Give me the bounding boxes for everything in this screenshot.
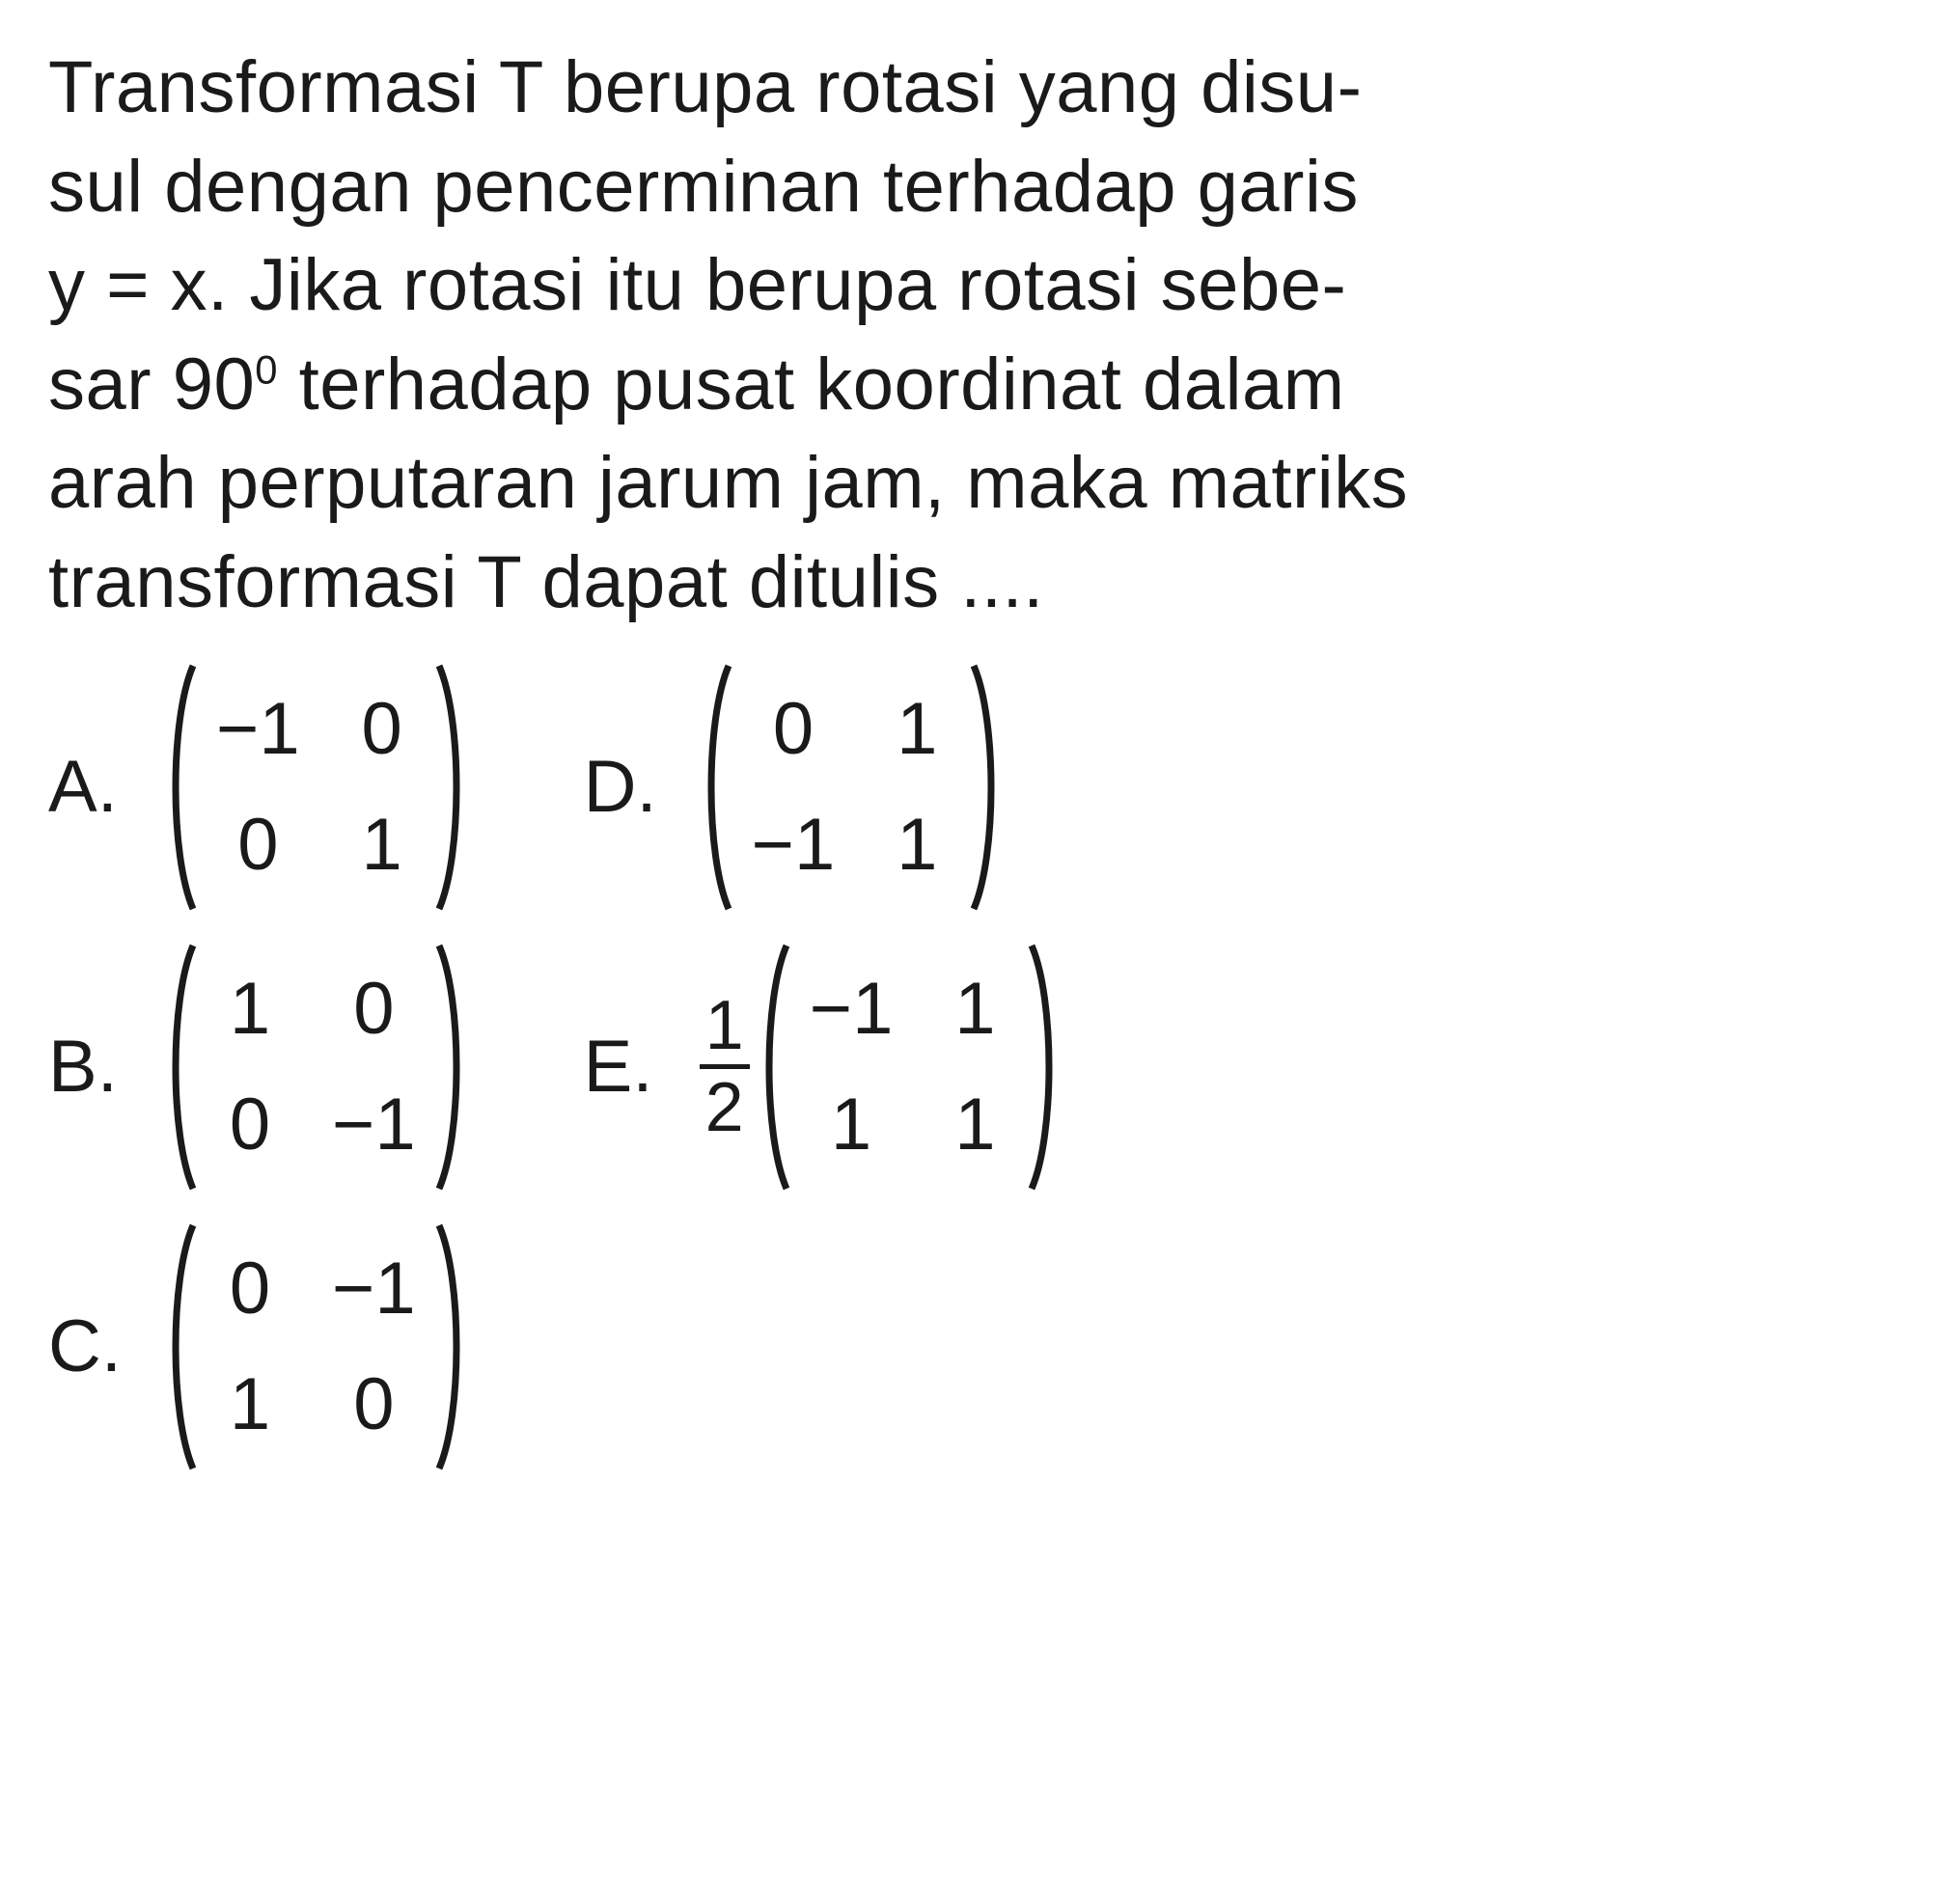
right-paren-icon	[968, 662, 1003, 913]
option-c-matrix: 0 −1 1 0	[164, 1221, 468, 1472]
options-right-column: D. 0 1 −1 1	[584, 662, 1062, 1472]
matrix-cell: 0	[216, 1247, 284, 1331]
option-d: D. 0 1 −1 1	[584, 662, 1062, 913]
q-line6: transformasi T dapat ditulis ....	[48, 541, 1044, 623]
option-d-matrix: 0 1 −1 1	[700, 662, 1004, 913]
fraction-numerator: 1	[700, 991, 750, 1064]
left-paren-icon	[758, 942, 792, 1193]
matrix-cell: −1	[810, 967, 894, 1051]
right-paren-icon	[433, 662, 468, 913]
fraction-half: 1 2	[700, 991, 750, 1142]
right-paren-icon	[433, 942, 468, 1193]
option-a-matrix: −1 0 0 1	[164, 662, 468, 913]
option-b-matrix: 1 0 0 −1	[164, 942, 468, 1193]
option-e-label: E.	[584, 1025, 661, 1109]
option-e: E. 1 2 −1 1 1 1	[584, 942, 1062, 1193]
matrix-cell: 0	[752, 687, 836, 771]
option-d-label: D.	[584, 745, 661, 829]
q-line4a: sar 90	[48, 343, 255, 425]
matrix-cell: 1	[216, 967, 284, 1051]
question-text: Transformasi T berupa rotasi yang disu- …	[48, 39, 1912, 633]
left-paren-icon	[164, 1221, 199, 1472]
left-paren-icon	[700, 662, 734, 913]
matrix-cell: 1	[216, 1362, 284, 1446]
q-line4b: terhadap pusat koordinat dalam	[278, 343, 1345, 425]
option-c-label: C.	[48, 1304, 125, 1388]
option-a: A. −1 0 0 1	[48, 662, 468, 913]
matrix-cell: 1	[941, 967, 1008, 1051]
degree-superscript: 0	[255, 346, 278, 392]
fraction-denominator: 2	[700, 1064, 750, 1142]
matrix-cell: 0	[332, 1362, 416, 1446]
option-b-label: B.	[48, 1025, 125, 1109]
left-paren-icon	[164, 942, 199, 1193]
matrix-cell: 1	[348, 803, 416, 887]
right-paren-icon	[1026, 942, 1061, 1193]
q-line3: y = x. Jika rotasi itu berupa rotasi seb…	[48, 244, 1346, 326]
matrix-cell: −1	[332, 1083, 416, 1167]
left-paren-icon	[164, 662, 199, 913]
option-b: B. 1 0 0 −1	[48, 942, 468, 1193]
matrix-cell: −1	[752, 803, 836, 887]
matrix-cell: 1	[941, 1083, 1008, 1167]
option-e-matrix: 1 2 −1 1 1 1	[700, 942, 1062, 1193]
matrix-cell: 1	[810, 1083, 894, 1167]
matrix-cell: −1	[332, 1247, 416, 1331]
q-line5: arah perputaran jarum jam, maka matriks	[48, 442, 1408, 524]
matrix-cell: 0	[216, 803, 300, 887]
matrix-cell: −1	[216, 687, 300, 771]
q-line1: Transformasi T berupa rotasi yang disu-	[48, 46, 1362, 128]
options-container: A. −1 0 0 1	[48, 662, 1912, 1472]
matrix-cell: 0	[332, 967, 416, 1051]
option-a-label: A.	[48, 745, 125, 829]
matrix-cell: 0	[216, 1083, 284, 1167]
matrix-cell: 0	[348, 687, 416, 771]
option-c: C. 0 −1 1 0	[48, 1221, 468, 1472]
matrix-cell: 1	[883, 687, 951, 771]
q-line2: sul dengan pencerminan terhadap garis	[48, 146, 1359, 228]
options-left-column: A. −1 0 0 1	[48, 662, 468, 1472]
matrix-cell: 1	[883, 803, 951, 887]
right-paren-icon	[433, 1221, 468, 1472]
